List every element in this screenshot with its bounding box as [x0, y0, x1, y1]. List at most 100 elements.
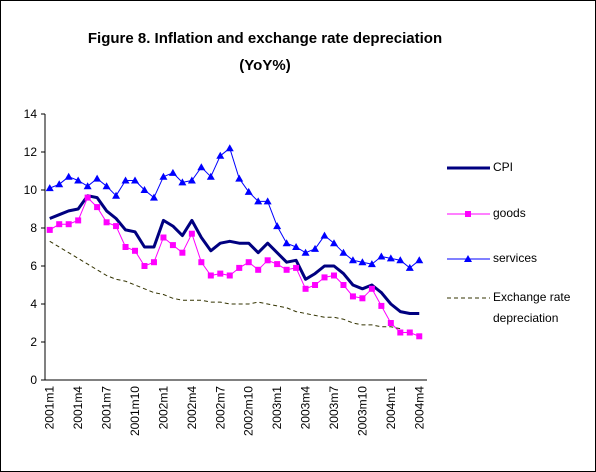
marker	[75, 217, 82, 224]
legend-label: CPI	[493, 160, 514, 174]
marker	[197, 163, 206, 171]
marker	[236, 264, 243, 271]
marker	[245, 259, 252, 266]
marker	[378, 302, 385, 309]
marker	[160, 234, 167, 241]
x-tick-label: 2003m7	[327, 386, 341, 430]
marker	[340, 282, 347, 288]
marker	[244, 187, 253, 195]
marker	[168, 168, 177, 176]
marker	[45, 184, 54, 192]
marker	[122, 244, 129, 250]
marker	[132, 247, 139, 254]
marker	[406, 329, 413, 336]
marker	[131, 176, 140, 184]
marker	[159, 172, 168, 180]
marker	[169, 242, 176, 249]
marker	[140, 186, 149, 193]
marker	[415, 256, 424, 264]
marker	[207, 272, 214, 279]
marker	[64, 172, 73, 180]
marker	[187, 176, 196, 184]
x-tick-label: 2001m10	[128, 386, 142, 436]
marker	[330, 272, 337, 279]
marker	[121, 176, 130, 184]
marker	[301, 248, 310, 256]
marker	[386, 254, 395, 262]
y-tick-label: 4	[30, 297, 37, 311]
marker	[339, 248, 348, 256]
x-tick-label: 2004m1	[384, 386, 398, 430]
marker	[405, 263, 414, 271]
x-tick-label: 2002m4	[185, 386, 199, 430]
marker	[377, 252, 386, 260]
y-tick-label: 14	[24, 107, 38, 121]
marker	[348, 256, 357, 264]
marker	[179, 249, 186, 256]
marker	[65, 221, 72, 228]
x-tick-label: 2002m7	[213, 386, 227, 430]
marker	[273, 222, 282, 230]
marker	[274, 261, 281, 268]
x-tick-label: 2002m1	[156, 386, 170, 430]
marker	[84, 194, 91, 201]
marker	[311, 244, 320, 252]
legend-label: Exchange rate depreciation	[493, 290, 571, 325]
marker	[56, 221, 63, 228]
marker	[235, 174, 244, 182]
series-line	[49, 194, 420, 315]
marker	[255, 266, 262, 273]
marker	[264, 257, 271, 264]
x-tick-label: 2003m4	[299, 386, 313, 430]
x-tick-label: 2003m1	[270, 386, 284, 430]
marker	[263, 197, 272, 205]
x-tick-label: 2001m4	[71, 386, 85, 430]
marker	[416, 333, 423, 340]
marker	[349, 293, 356, 300]
marker	[55, 180, 64, 188]
marker	[292, 243, 301, 250]
marker	[103, 219, 110, 226]
marker	[93, 174, 102, 182]
marker	[149, 193, 158, 201]
marker	[312, 282, 319, 288]
marker	[198, 259, 205, 266]
marker	[74, 176, 83, 184]
y-tick-label: 10	[24, 183, 38, 197]
x-tick-label: 2004m4	[412, 386, 426, 430]
marker	[254, 197, 263, 205]
y-tick-label: 0	[30, 373, 37, 387]
marker	[387, 320, 394, 326]
marker	[150, 259, 157, 266]
x-tick-label: 2002m10	[242, 386, 256, 436]
y-tick-label: 8	[30, 221, 37, 235]
legend-label: goods	[493, 206, 526, 220]
chart-title: (YoY%)	[239, 57, 290, 74]
marker	[216, 151, 225, 159]
y-tick-label: 12	[24, 145, 38, 159]
series-line	[49, 147, 420, 269]
marker	[302, 285, 309, 292]
marker	[396, 256, 405, 264]
marker	[368, 285, 375, 292]
chart-title: Figure 8. Inflation and exchange rate de…	[88, 30, 442, 47]
marker	[283, 266, 290, 273]
marker	[367, 260, 376, 268]
x-tick-label: 2001m1	[43, 386, 57, 430]
marker	[188, 230, 195, 237]
marker	[397, 329, 404, 336]
marker	[83, 182, 92, 190]
marker	[320, 231, 329, 239]
marker	[112, 191, 121, 199]
marker	[141, 263, 148, 269]
marker	[113, 223, 120, 230]
marker	[329, 239, 338, 247]
marker	[321, 274, 328, 281]
y-tick-label: 2	[30, 335, 37, 349]
x-tick-label: 2003m10	[355, 386, 369, 436]
legend-marker	[464, 255, 472, 262]
marker	[206, 172, 215, 180]
series-line	[49, 197, 420, 337]
